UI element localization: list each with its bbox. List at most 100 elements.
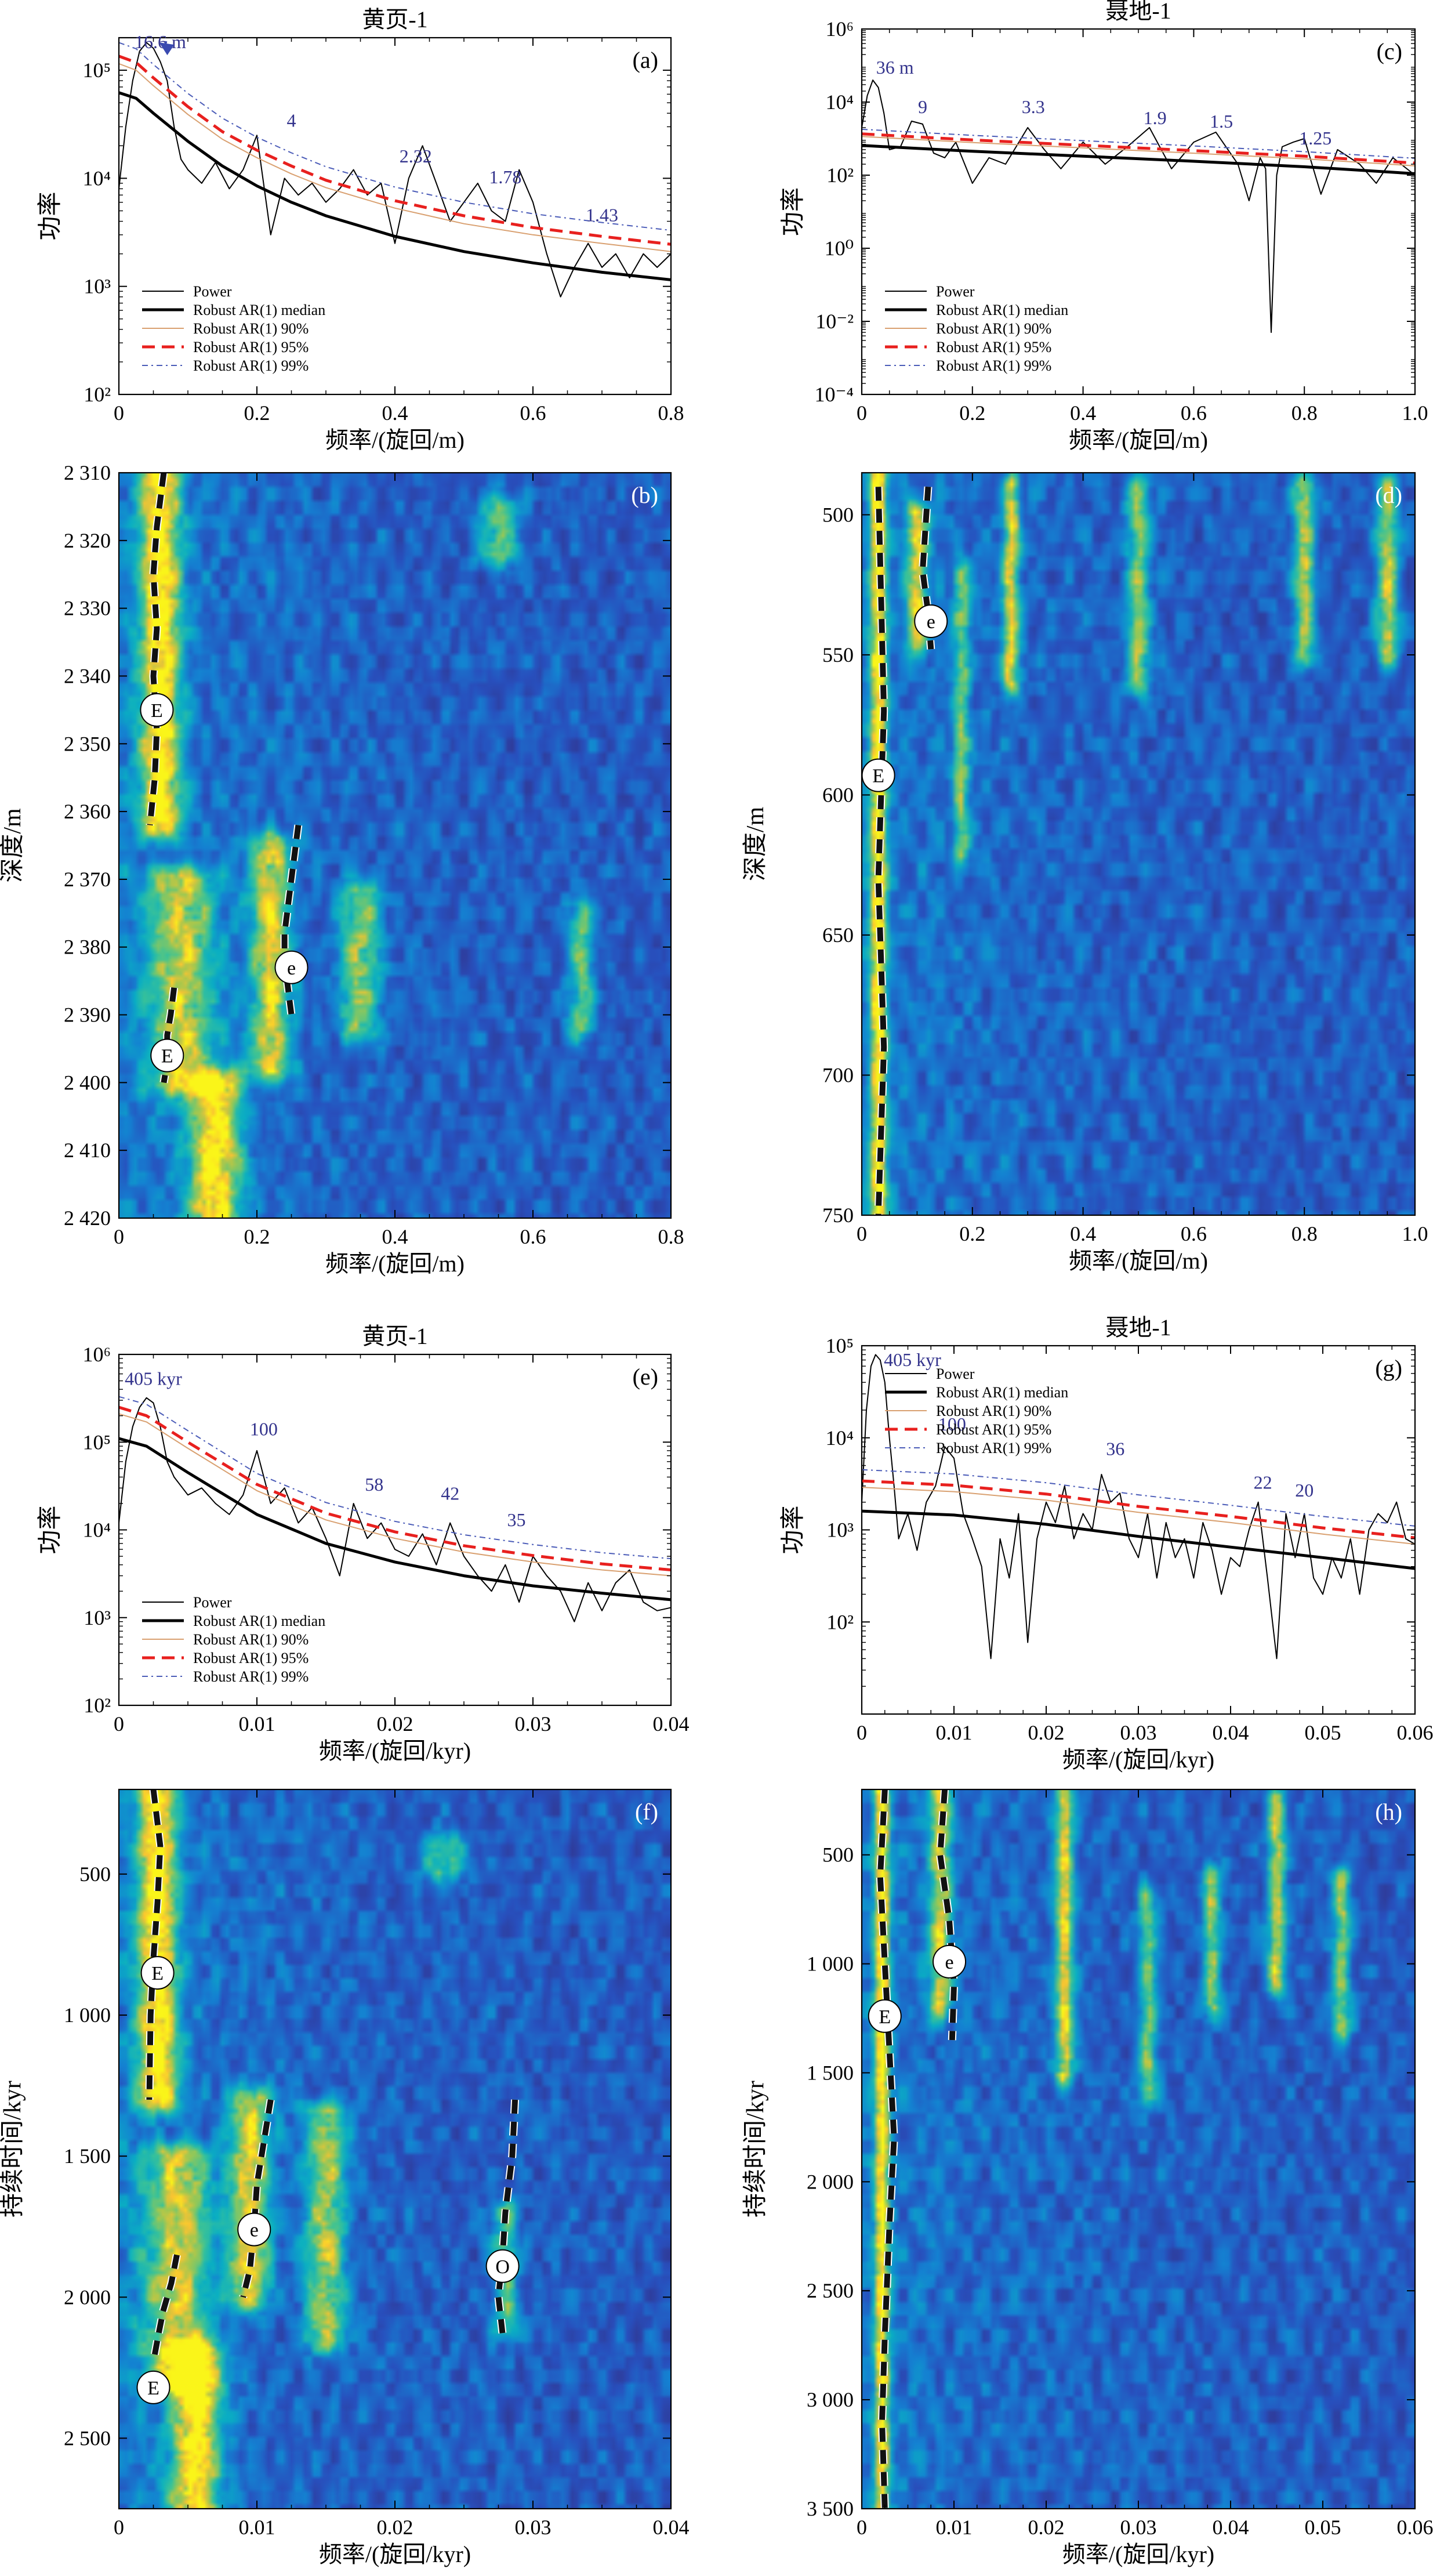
x-tick-label: 0 xyxy=(114,1712,124,1736)
legend-label: Robust AR(1) 99% xyxy=(193,357,309,374)
trace-label: e xyxy=(287,958,296,979)
x-tick-label: 0.06 xyxy=(1397,2516,1434,2539)
x-axis-label: 频率/(旋回/m) xyxy=(325,427,465,453)
legend-label: Robust AR(1) 95% xyxy=(193,339,309,356)
peak-annotation: 4 xyxy=(287,110,296,131)
x-tick-label: 0.01 xyxy=(936,2516,973,2539)
y-tick-label: 2 000 xyxy=(807,2170,854,2193)
y-tick-label: 2 000 xyxy=(64,2285,111,2309)
legend-label: Power xyxy=(193,1594,232,1611)
y-tick-label: 10⁰ xyxy=(825,237,854,260)
panel-label: (e) xyxy=(633,1364,658,1390)
y-axis-label: 功率 xyxy=(779,1505,807,1554)
y-tick-label: 2 400 xyxy=(64,1071,111,1094)
y-axis-label: 功率 xyxy=(37,191,64,240)
y-tick-label: 2 500 xyxy=(64,2426,111,2450)
y-axis-label: 持续时间/kyr xyxy=(742,2081,769,2218)
x-tick-label: 0.03 xyxy=(1120,1721,1157,1744)
x-tick-label: 0.6 xyxy=(1181,401,1207,425)
spectrogram-image xyxy=(119,1789,671,2509)
x-tick-label: 0.01 xyxy=(936,1721,973,1744)
legend-label: Robust AR(1) median xyxy=(193,302,325,318)
x-axis-label: 频率/(旋回/kyr) xyxy=(1062,2541,1214,2567)
x-tick-label: 1.0 xyxy=(1402,401,1428,425)
x-tick-label: 0 xyxy=(857,1721,867,1744)
panel-title: 黄页-1 xyxy=(362,6,427,32)
peak-annotation: 2.32 xyxy=(400,146,432,166)
y-tick-label: 2 320 xyxy=(64,529,111,552)
y-tick-label: 10⁴ xyxy=(82,166,111,190)
x-tick-label: 0.05 xyxy=(1305,2516,1341,2539)
y-tick-label: 10⁵ xyxy=(82,59,111,82)
legend-label: Power xyxy=(193,283,232,300)
x-tick-label: 0.03 xyxy=(515,1712,552,1736)
x-tick-label: 0.03 xyxy=(515,2516,552,2539)
peak-annotation: 42 xyxy=(441,1483,459,1504)
trace-label: E xyxy=(151,700,163,722)
y-tick-label: 10² xyxy=(826,1610,854,1633)
panel-label: (g) xyxy=(1375,1355,1402,1381)
legend-label: Robust AR(1) 90% xyxy=(936,1403,1051,1419)
y-tick-label: 500 xyxy=(822,1843,854,1867)
y-tick-label: 1 000 xyxy=(64,2003,111,2027)
x-tick-label: 0.6 xyxy=(520,401,546,425)
y-tick-label: 10² xyxy=(84,1694,111,1717)
peak-annotation: 1.25 xyxy=(1299,128,1331,148)
y-tick-label: 3 500 xyxy=(807,2497,854,2520)
y-tick-label: 2 380 xyxy=(64,936,111,959)
x-tick-label: 0.2 xyxy=(244,1225,270,1248)
x-tick-label: 0.04 xyxy=(1213,2516,1249,2539)
trace-label: e xyxy=(927,611,935,633)
peak-annotation: 1.5 xyxy=(1210,111,1233,132)
y-tick-label: 750 xyxy=(822,1204,854,1227)
y-tick-label: 10³ xyxy=(826,1519,854,1542)
trace-label: E xyxy=(879,2006,891,2028)
y-tick-label: 1 500 xyxy=(807,2061,854,2084)
x-tick-label: 0.03 xyxy=(1120,2516,1157,2539)
y-tick-label: 10⁶ xyxy=(82,1343,111,1366)
panel-label: (f) xyxy=(635,1799,658,1825)
y-tick-label: 500 xyxy=(79,1863,111,1886)
legend-label: Robust AR(1) 99% xyxy=(936,1440,1051,1457)
x-tick-label: 0.04 xyxy=(1213,1721,1249,1744)
x-axis-label: 频率/(旋回/m) xyxy=(325,1251,465,1277)
panel-title: 黄页-1 xyxy=(362,1323,427,1349)
y-tick-label: 2 310 xyxy=(64,461,111,484)
y-tick-label: 2 390 xyxy=(64,1003,111,1027)
y-tick-label: 2 370 xyxy=(64,868,111,891)
y-tick-label: 10² xyxy=(84,383,111,406)
x-tick-label: 0.01 xyxy=(239,1712,275,1736)
panel-label: (a) xyxy=(633,47,658,73)
peak-annotation: 58 xyxy=(365,1474,383,1495)
y-tick-label: 1 500 xyxy=(64,2144,111,2168)
peak-annotation: 1.9 xyxy=(1144,107,1167,128)
x-axis-label: 频率/(旋回/m) xyxy=(1069,1248,1208,1274)
peak-annotation: 22 xyxy=(1254,1472,1272,1493)
x-tick-label: 0.4 xyxy=(382,401,408,425)
x-tick-label: 0 xyxy=(114,2516,124,2539)
legend-label: Robust AR(1) median xyxy=(193,1613,325,1629)
x-tick-label: 0.02 xyxy=(377,2516,413,2539)
y-tick-label: 1 000 xyxy=(807,1952,854,1976)
peak-annotation: 405 kyr xyxy=(125,1368,182,1389)
trace-label: e xyxy=(945,1952,954,1973)
y-tick-label: 10⁻² xyxy=(815,310,854,333)
x-tick-label: 0.4 xyxy=(382,1225,408,1248)
x-tick-label: 1.0 xyxy=(1402,1222,1428,1245)
y-axis-label: 功率 xyxy=(37,1505,64,1554)
trace-label: E xyxy=(147,2378,159,2399)
x-tick-label: 0 xyxy=(114,401,124,425)
trace-label: E xyxy=(872,766,884,787)
x-tick-label: 0.8 xyxy=(1291,1222,1318,1245)
y-tick-label: 10⁴ xyxy=(825,1426,854,1450)
y-tick-label: 10⁴ xyxy=(825,90,854,114)
peak-annotation: 35 xyxy=(507,1509,525,1530)
x-tick-label: 0.06 xyxy=(1397,1721,1434,1744)
legend-label: Robust AR(1) median xyxy=(936,1384,1068,1401)
y-tick-label: 10² xyxy=(826,164,854,187)
x-tick-label: 0 xyxy=(857,401,867,425)
panel-label: (h) xyxy=(1375,1799,1402,1825)
peak-annotation: 36 m xyxy=(876,57,914,78)
spectrogram-image xyxy=(862,1789,1415,2509)
y-axis-label: 深度/m xyxy=(0,808,26,883)
